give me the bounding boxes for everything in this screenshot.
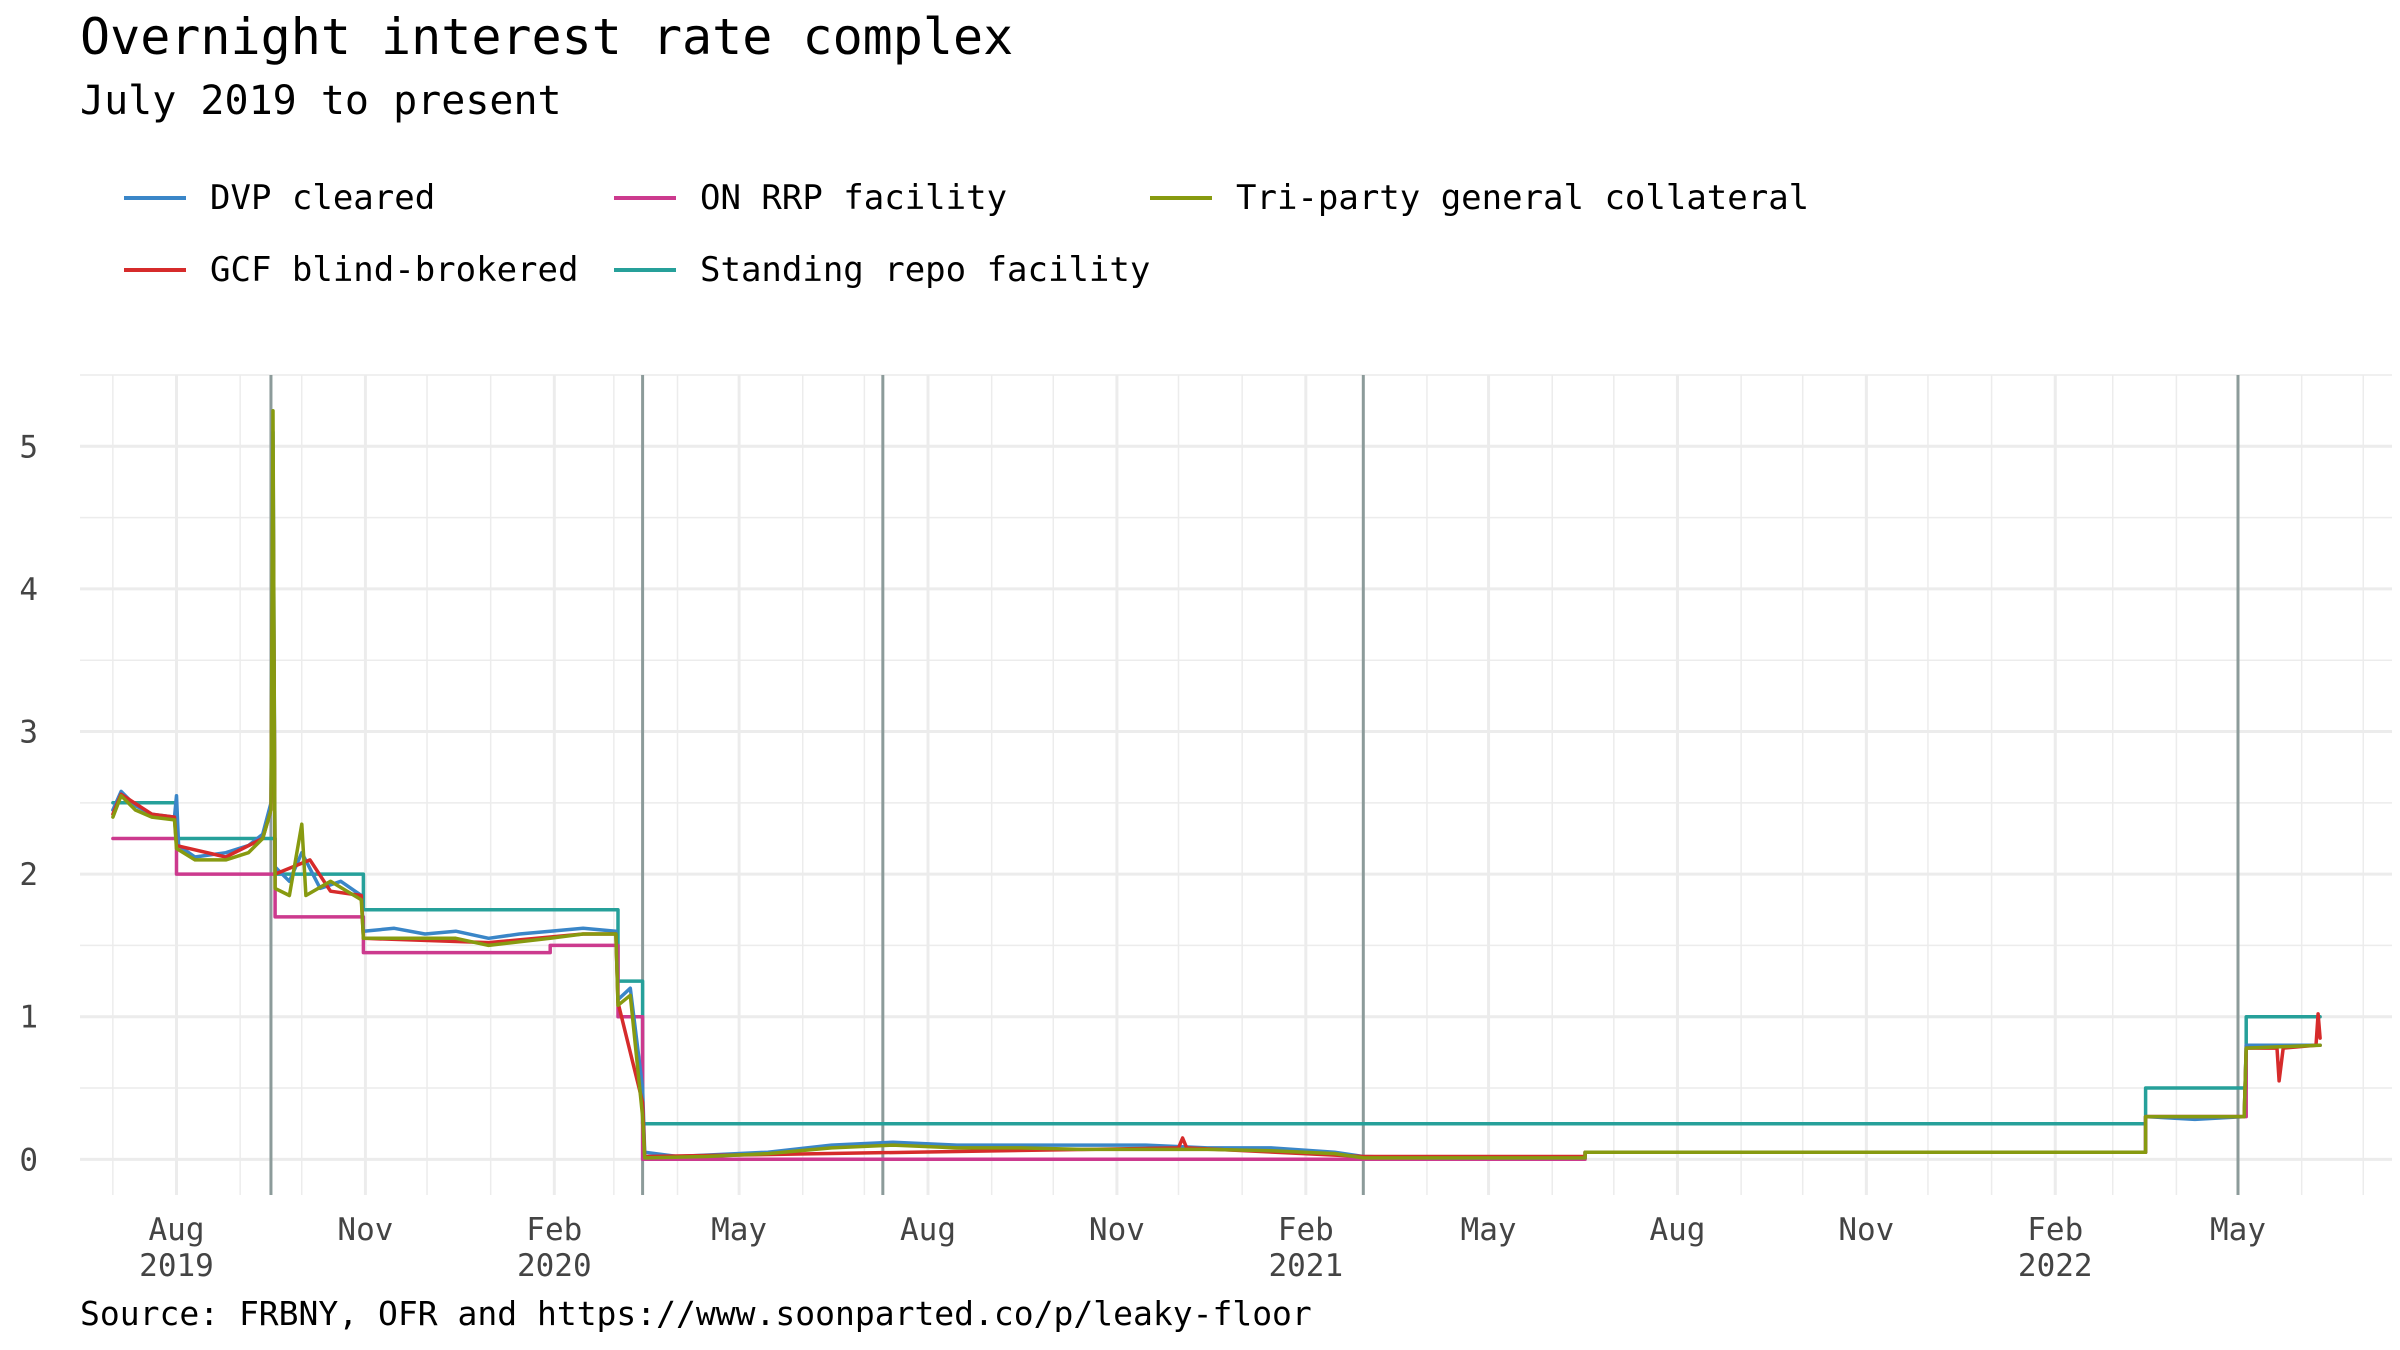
y-tick-label: 2 — [19, 857, 38, 893]
legend-item-on-rrp-facility: ON RRP facility — [614, 178, 1007, 218]
y-tick-label: 4 — [19, 572, 38, 608]
x-tick-year-label: 2020 — [517, 1248, 592, 1284]
series-line-gcf-blind-brokered — [111, 473, 2322, 1159]
y-tick-label: 3 — [19, 715, 38, 751]
legend-label-gcf-blind-brokered: GCF blind-brokered — [210, 250, 579, 290]
legend-key-on-rrp-facility — [614, 196, 676, 200]
x-tick-year-label: 2022 — [2018, 1248, 2093, 1284]
legend-label-dvp-cleared: DVP cleared — [210, 178, 436, 218]
x-tick-label: Feb — [2027, 1212, 2083, 1248]
chart-subtitle: July 2019 to present — [80, 78, 562, 124]
x-tick-label: Nov — [1838, 1212, 1894, 1248]
legend-label-standing-repo-facility: Standing repo facility — [700, 250, 1151, 290]
y-tick-label: 5 — [19, 429, 38, 465]
x-tick-label: Aug — [1649, 1212, 1705, 1248]
legend-key-standing-repo-facility — [614, 268, 676, 272]
legend-item-tri-party-general-collateral: Tri-party general collateral — [1150, 178, 1809, 218]
series-line-standing-repo-facility — [111, 801, 2322, 1126]
series-line-dvp-cleared — [111, 430, 2322, 1160]
legend-label-on-rrp-facility: ON RRP facility — [700, 178, 1008, 218]
grid — [80, 374, 2392, 1195]
x-tick-label: May — [2210, 1212, 2266, 1248]
x-tick-year-label: 2021 — [1268, 1248, 1343, 1284]
chart-title: Overnight interest rate complex — [80, 8, 1014, 66]
legend: DVP cleared ON RRP facility Tri-party ge… — [124, 178, 1824, 308]
x-tick-label: Aug — [149, 1212, 205, 1248]
series-line-on-rrp-facility — [111, 836, 2322, 1162]
y-tick-label: 0 — [19, 1142, 38, 1178]
legend-key-gcf-blind-brokered — [124, 268, 186, 272]
y-tick-label: 1 — [19, 1000, 38, 1036]
x-tick-label: Aug — [900, 1212, 956, 1248]
series-lines — [111, 408, 2322, 1162]
legend-item-standing-repo-facility: Standing repo facility — [614, 250, 1150, 290]
legend-key-dvp-cleared — [124, 196, 186, 200]
x-tick-label: Feb — [526, 1212, 582, 1248]
legend-label-tri-party-general-collateral: Tri-party general collateral — [1236, 178, 1810, 218]
legend-item-gcf-blind-brokered: GCF blind-brokered — [124, 250, 578, 290]
x-tick-label: Nov — [337, 1212, 393, 1248]
x-tick-label: May — [711, 1212, 767, 1248]
x-tick-label: Feb — [1278, 1212, 1334, 1248]
legend-item-dvp-cleared: DVP cleared — [124, 178, 435, 218]
x-tick-year-label: 2019 — [139, 1248, 214, 1284]
source-note: Source: FRBNY, OFR and https://www.soonp… — [80, 1294, 1312, 1333]
legend-key-tri-party-general-collateral — [1150, 196, 1212, 200]
series-line-tri-party-general-collateral — [111, 408, 2322, 1160]
x-tick-label: May — [1461, 1212, 1517, 1248]
x-tick-label: Nov — [1089, 1212, 1145, 1248]
event-lines — [269, 375, 2240, 1195]
